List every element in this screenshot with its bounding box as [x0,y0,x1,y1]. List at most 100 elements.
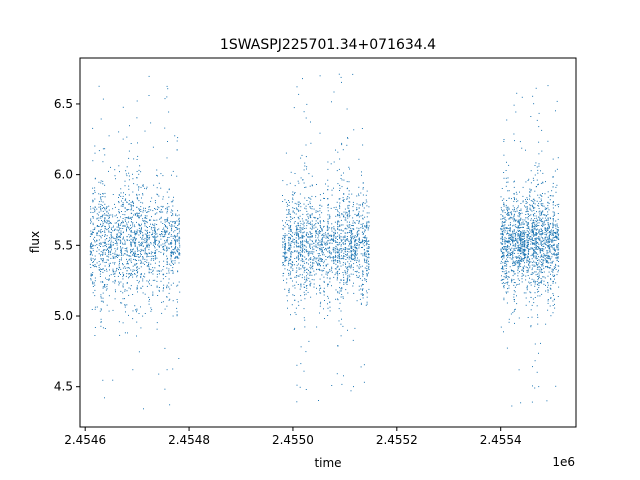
data-point [506,258,508,260]
data-point [540,220,542,222]
data-point [338,168,340,170]
data-point [116,222,117,224]
data-point [540,213,542,214]
data-point [98,206,100,208]
data-point [128,276,130,278]
data-point [132,173,133,175]
data-point [520,256,522,258]
data-point [531,253,533,255]
data-point [288,201,290,203]
data-point [530,190,532,192]
data-point [173,249,175,251]
data-point [322,246,324,248]
data-point [331,227,333,229]
data-point [362,273,363,275]
data-point [300,240,301,242]
data-point [288,290,290,292]
data-point [511,278,513,280]
data-point [530,170,532,172]
data-point [521,252,523,254]
data-point [515,260,517,262]
data-point [302,179,304,181]
data-point [106,270,108,272]
data-point [529,232,531,234]
data-point [348,210,350,212]
data-point [510,252,512,253]
data-point [503,140,505,142]
data-point [505,277,507,279]
data-point [152,291,154,293]
data-point [317,244,319,246]
data-point [526,242,528,244]
data-point [541,224,542,226]
data-point [504,246,506,248]
data-point [535,253,537,255]
data-point [540,203,542,205]
data-point [124,248,126,249]
data-point [538,277,539,279]
data-point [353,263,355,265]
data-point [517,226,519,228]
data-point [130,258,132,260]
data-point [323,276,325,278]
data-point [350,266,352,268]
data-point [296,246,298,247]
data-point [537,246,539,247]
data-point [319,284,320,286]
data-point [296,261,297,262]
data-point [309,252,311,254]
data-point [140,231,142,233]
data-point [508,240,510,242]
data-point [366,256,368,258]
data-point [121,248,122,250]
data-point [337,215,339,217]
data-point [162,248,164,250]
data-point [310,233,312,235]
data-point [319,240,321,242]
data-point [298,236,300,238]
data-point [534,241,536,243]
data-point [319,249,321,251]
data-point [308,197,310,199]
data-point [104,252,106,254]
data-point [116,253,118,255]
data-point [346,255,348,257]
data-point [284,265,286,267]
data-point [160,280,162,282]
data-point [112,230,114,232]
data-point [302,240,303,242]
data-point [319,210,321,212]
data-point [119,272,120,274]
data-point [538,232,540,234]
data-point [341,186,343,188]
data-point [282,224,284,226]
data-point [119,237,121,238]
data-point [102,231,104,232]
data-point [501,236,503,238]
data-point [363,207,365,209]
data-point [140,243,142,244]
data-point [539,249,541,250]
data-point [304,197,306,199]
data-point [346,270,348,272]
data-point [350,243,352,245]
data-point [505,273,507,275]
data-point [286,224,288,225]
data-point [120,224,121,226]
data-point [284,239,285,241]
data-point [518,234,520,236]
data-point [531,316,533,318]
data-point [518,222,520,224]
data-point [504,224,506,226]
data-point [136,247,138,249]
data-point [517,278,519,280]
data-point [538,165,540,167]
data-point [530,239,532,240]
data-point [527,234,529,235]
data-point [109,237,110,239]
data-point [309,275,311,276]
data-point [143,408,144,410]
data-point [316,326,318,328]
data-point [146,211,148,213]
data-point [501,225,502,227]
